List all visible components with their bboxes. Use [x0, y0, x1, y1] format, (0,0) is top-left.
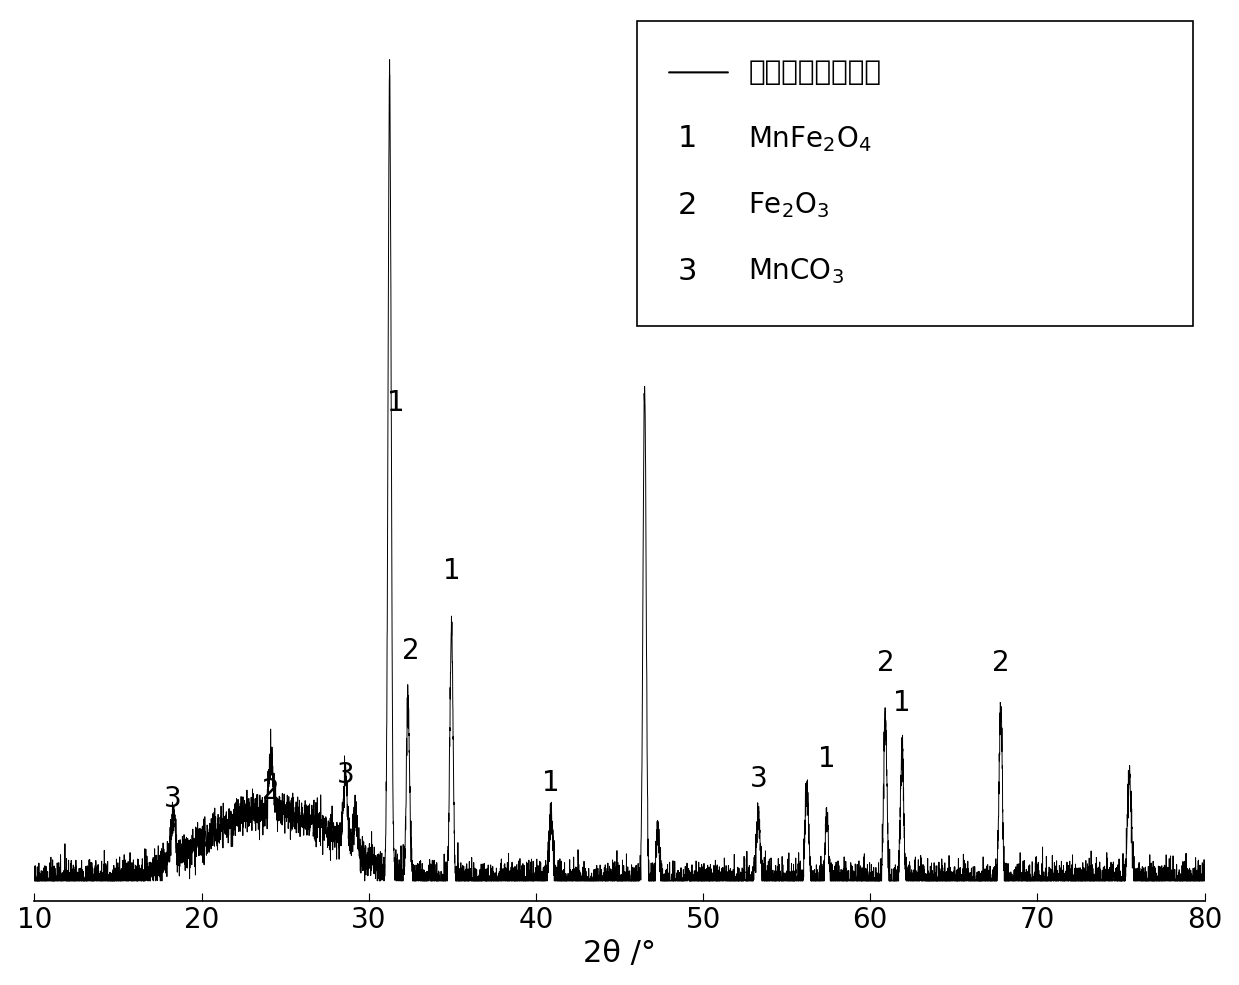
- Text: 2: 2: [401, 637, 419, 665]
- Text: 1: 1: [678, 124, 698, 154]
- Text: 锰掺杂磁性炭材料: 锰掺杂磁性炭材料: [748, 58, 881, 87]
- Text: 3: 3: [165, 785, 182, 813]
- Text: MnCO$_3$: MnCO$_3$: [748, 256, 844, 287]
- Text: 1: 1: [442, 557, 461, 585]
- Text: 1: 1: [543, 769, 560, 797]
- Text: Fe$_2$O$_3$: Fe$_2$O$_3$: [748, 190, 830, 220]
- Text: 3: 3: [337, 760, 354, 789]
- Text: 2: 2: [992, 649, 1010, 677]
- Text: 2: 2: [876, 649, 895, 677]
- Text: 2: 2: [678, 190, 698, 220]
- X-axis label: 2θ /°: 2θ /°: [584, 940, 655, 968]
- Text: 3: 3: [678, 257, 698, 286]
- Text: MnFe$_2$O$_4$: MnFe$_2$O$_4$: [748, 124, 872, 154]
- Text: 1: 1: [893, 689, 911, 717]
- Text: 1: 1: [387, 389, 404, 417]
- Text: 1: 1: [818, 745, 835, 773]
- Text: 3: 3: [750, 765, 767, 793]
- FancyBboxPatch shape: [637, 21, 1193, 326]
- Text: 2: 2: [263, 777, 280, 805]
